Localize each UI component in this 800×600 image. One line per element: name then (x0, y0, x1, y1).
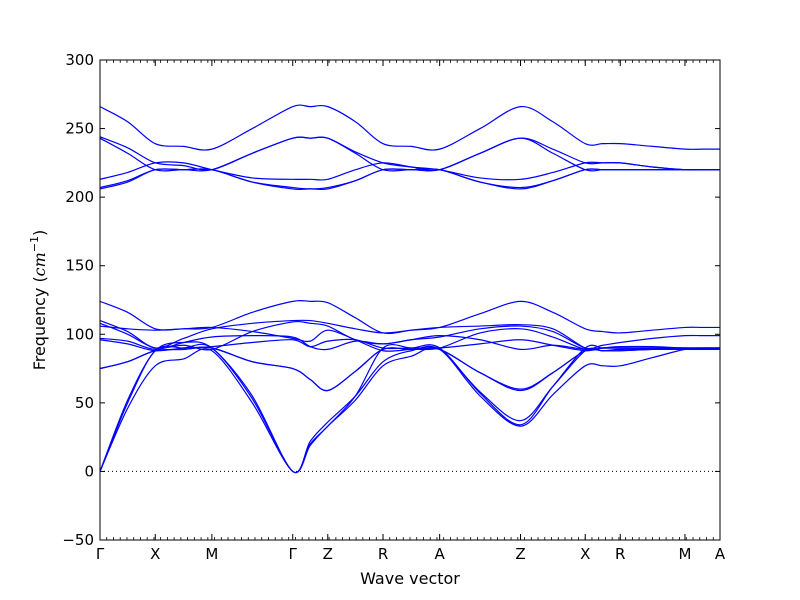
y-axis-label: Frequency (cm−1) (28, 230, 49, 371)
band-line-4 (99, 161, 720, 181)
x-tick-label-5: R (378, 545, 388, 563)
y-tick-label-3: 100 (65, 325, 94, 343)
y-axis-label-close: ) (30, 230, 49, 236)
x-tick-label-0: Γ (96, 545, 105, 563)
y-tick-label-0: −50 (62, 531, 94, 549)
band-line-1 (99, 104, 720, 151)
x-tick-label-11: A (715, 545, 726, 563)
band-line-15 (99, 341, 720, 474)
x-axis-label: Wave vector (360, 569, 460, 588)
x-tick-label-8: X (580, 545, 590, 563)
y-tick-label-2: 50 (75, 394, 94, 412)
y-tick-label-5: 200 (65, 188, 94, 206)
x-tick-label-10: M (678, 545, 691, 563)
y-tick-label-6: 250 (65, 120, 94, 138)
x-tick-label-7: Z (515, 545, 525, 563)
y-tick-label-4: 150 (65, 257, 94, 275)
x-tick-label-9: R (615, 545, 625, 563)
y-axis-label-main: Frequency ( (30, 276, 49, 370)
plot-frame (99, 59, 721, 541)
x-tick-label-3: Γ (289, 545, 298, 563)
x-tick-label-4: Z (323, 545, 333, 563)
x-tick-label-1: X (150, 545, 160, 563)
band-line-14 (99, 346, 720, 392)
tick-labels-layer: −50 0 50 100 150 200 250 300 Γ X M Γ Z R A Z X R M A (62, 51, 726, 563)
band-line-17 (99, 346, 720, 474)
bands-layer (99, 104, 720, 474)
y-tick-label-7: 300 (65, 51, 94, 69)
x-tick-label-2: M (205, 545, 218, 563)
y-axis-label-unit: cm (30, 252, 49, 276)
y-tick-label-1: 0 (84, 462, 94, 480)
x-tick-label-6: A (435, 545, 446, 563)
y-axis-label-exponent: −1 (28, 236, 41, 252)
band-line-6 (99, 168, 720, 190)
band-line-16 (99, 343, 720, 474)
